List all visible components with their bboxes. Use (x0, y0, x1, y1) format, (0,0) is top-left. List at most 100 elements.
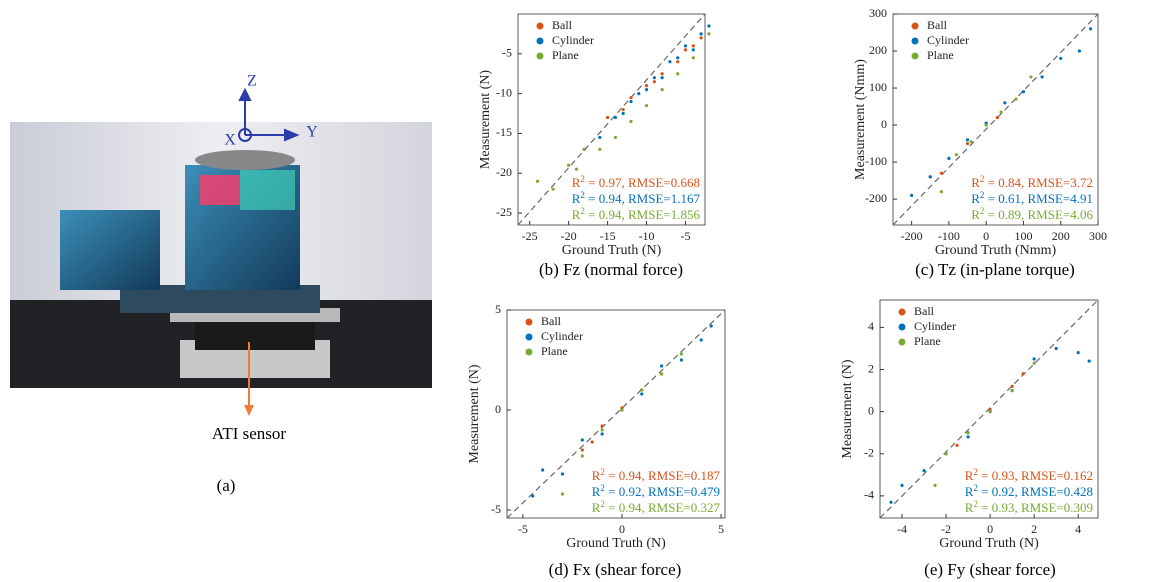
point (668, 60, 672, 64)
point (1010, 388, 1014, 393)
legend-label: Plane (541, 344, 568, 358)
point (1077, 49, 1081, 53)
point (644, 103, 649, 108)
point (691, 44, 695, 48)
y-tick-label: 5 (495, 302, 501, 316)
legend-label: Cylinder (541, 329, 583, 343)
point (933, 483, 937, 487)
panel-caption: (a) (217, 476, 236, 495)
point (707, 24, 711, 28)
point (988, 410, 992, 414)
legend-label: Cylinder (914, 319, 956, 333)
point (691, 48, 695, 52)
point (1076, 351, 1080, 355)
point (1003, 101, 1007, 105)
annotation-sup: 2 (973, 483, 978, 493)
annotation-text: = 0.92, RMSE=0.479 (605, 484, 720, 499)
legend-marker (525, 333, 533, 341)
x-tick-label: -10 (639, 229, 655, 243)
annotation-base: R (971, 191, 980, 206)
point (966, 435, 970, 439)
point (707, 32, 711, 36)
point (1088, 27, 1093, 31)
legend-marker (911, 37, 919, 45)
x-tick-label: -15 (600, 229, 616, 243)
point (600, 432, 604, 436)
point (659, 372, 664, 376)
point (999, 110, 1003, 114)
point (637, 92, 641, 96)
annotation: R2 = 0.61, RMSE=4.91 (971, 190, 1093, 206)
point (598, 147, 602, 151)
point (910, 193, 914, 197)
annotation: R2 = 0.84, RMSE=3.72 (971, 174, 1093, 190)
reference-line (892, 13, 1099, 226)
point (679, 358, 684, 362)
y-tick-label: -5 (502, 46, 512, 60)
annotation: R2 = 0.89, RMSE=4.06 (971, 206, 1093, 222)
point (580, 454, 584, 458)
annotation: R2 = 0.93, RMSE=0.162 (965, 467, 1093, 483)
y-tick-label: -4 (864, 488, 874, 502)
legend-marker (525, 348, 533, 356)
point (629, 99, 633, 104)
point (1040, 75, 1044, 79)
annotation-base: R (572, 207, 581, 222)
x-tick-label: 2 (1031, 522, 1037, 536)
legend-marker (525, 318, 533, 326)
annotation-text: = 0.84, RMSE=3.72 (984, 175, 1093, 190)
point (580, 438, 584, 442)
coordinate-axes (238, 87, 300, 142)
x-tick-label: 4 (1075, 522, 1081, 536)
axis-label: Y (306, 124, 318, 141)
annotation-sup: 2 (980, 206, 985, 216)
annotation: R2 = 0.94, RMSE=1.167 (572, 190, 701, 206)
point (606, 115, 610, 120)
annotation-sup: 2 (600, 483, 605, 493)
point (699, 32, 703, 36)
panel-caption: (c) Tz (in-plane torque) (915, 260, 1075, 279)
point (928, 175, 932, 179)
legend-label: Ball (541, 314, 562, 328)
point (955, 443, 959, 447)
point (660, 88, 664, 92)
annotation-text: = 0.92, RMSE=0.428 (978, 484, 1093, 499)
point (629, 119, 633, 124)
point (620, 408, 624, 412)
legend-marker (536, 37, 544, 45)
point (652, 76, 656, 80)
annotation-text: = 0.93, RMSE=0.309 (978, 500, 1093, 515)
legend-label: Cylinder (927, 33, 969, 47)
annotation-sup: 2 (600, 499, 605, 509)
annotation-base: R (572, 175, 581, 190)
x-tick-label: -4 (897, 522, 907, 536)
legend-marker (898, 338, 906, 346)
y-tick-label: -20 (496, 165, 512, 179)
y-tick-label: 2 (868, 361, 874, 375)
x-tick-label: -200 (901, 229, 923, 243)
point (699, 338, 703, 342)
reference-line (506, 309, 726, 519)
annotation: R2 = 0.97, RMSE=0.668 (572, 174, 700, 190)
legend-label: Cylinder (552, 33, 594, 47)
point (590, 440, 594, 444)
legend-label: Plane (927, 48, 954, 62)
legend-marker (898, 323, 906, 331)
point (613, 135, 617, 140)
annotation-text: = 0.94, RMSE=0.327 (605, 500, 721, 515)
annotation-sup: 2 (580, 174, 585, 184)
point (613, 115, 617, 120)
annotation-base: R (965, 468, 974, 483)
point (541, 468, 545, 472)
annotation-base: R (592, 484, 601, 499)
point (640, 392, 644, 396)
point (683, 48, 688, 52)
point (621, 111, 625, 116)
point (900, 483, 904, 487)
x-tick-label: 0 (983, 229, 989, 243)
point (582, 147, 586, 151)
annotation: R2 = 0.94, RMSE=0.187 (592, 467, 721, 483)
annotation-text: = 0.94, RMSE=1.167 (585, 191, 701, 206)
legend-label: Plane (552, 48, 579, 62)
point (1032, 357, 1036, 361)
